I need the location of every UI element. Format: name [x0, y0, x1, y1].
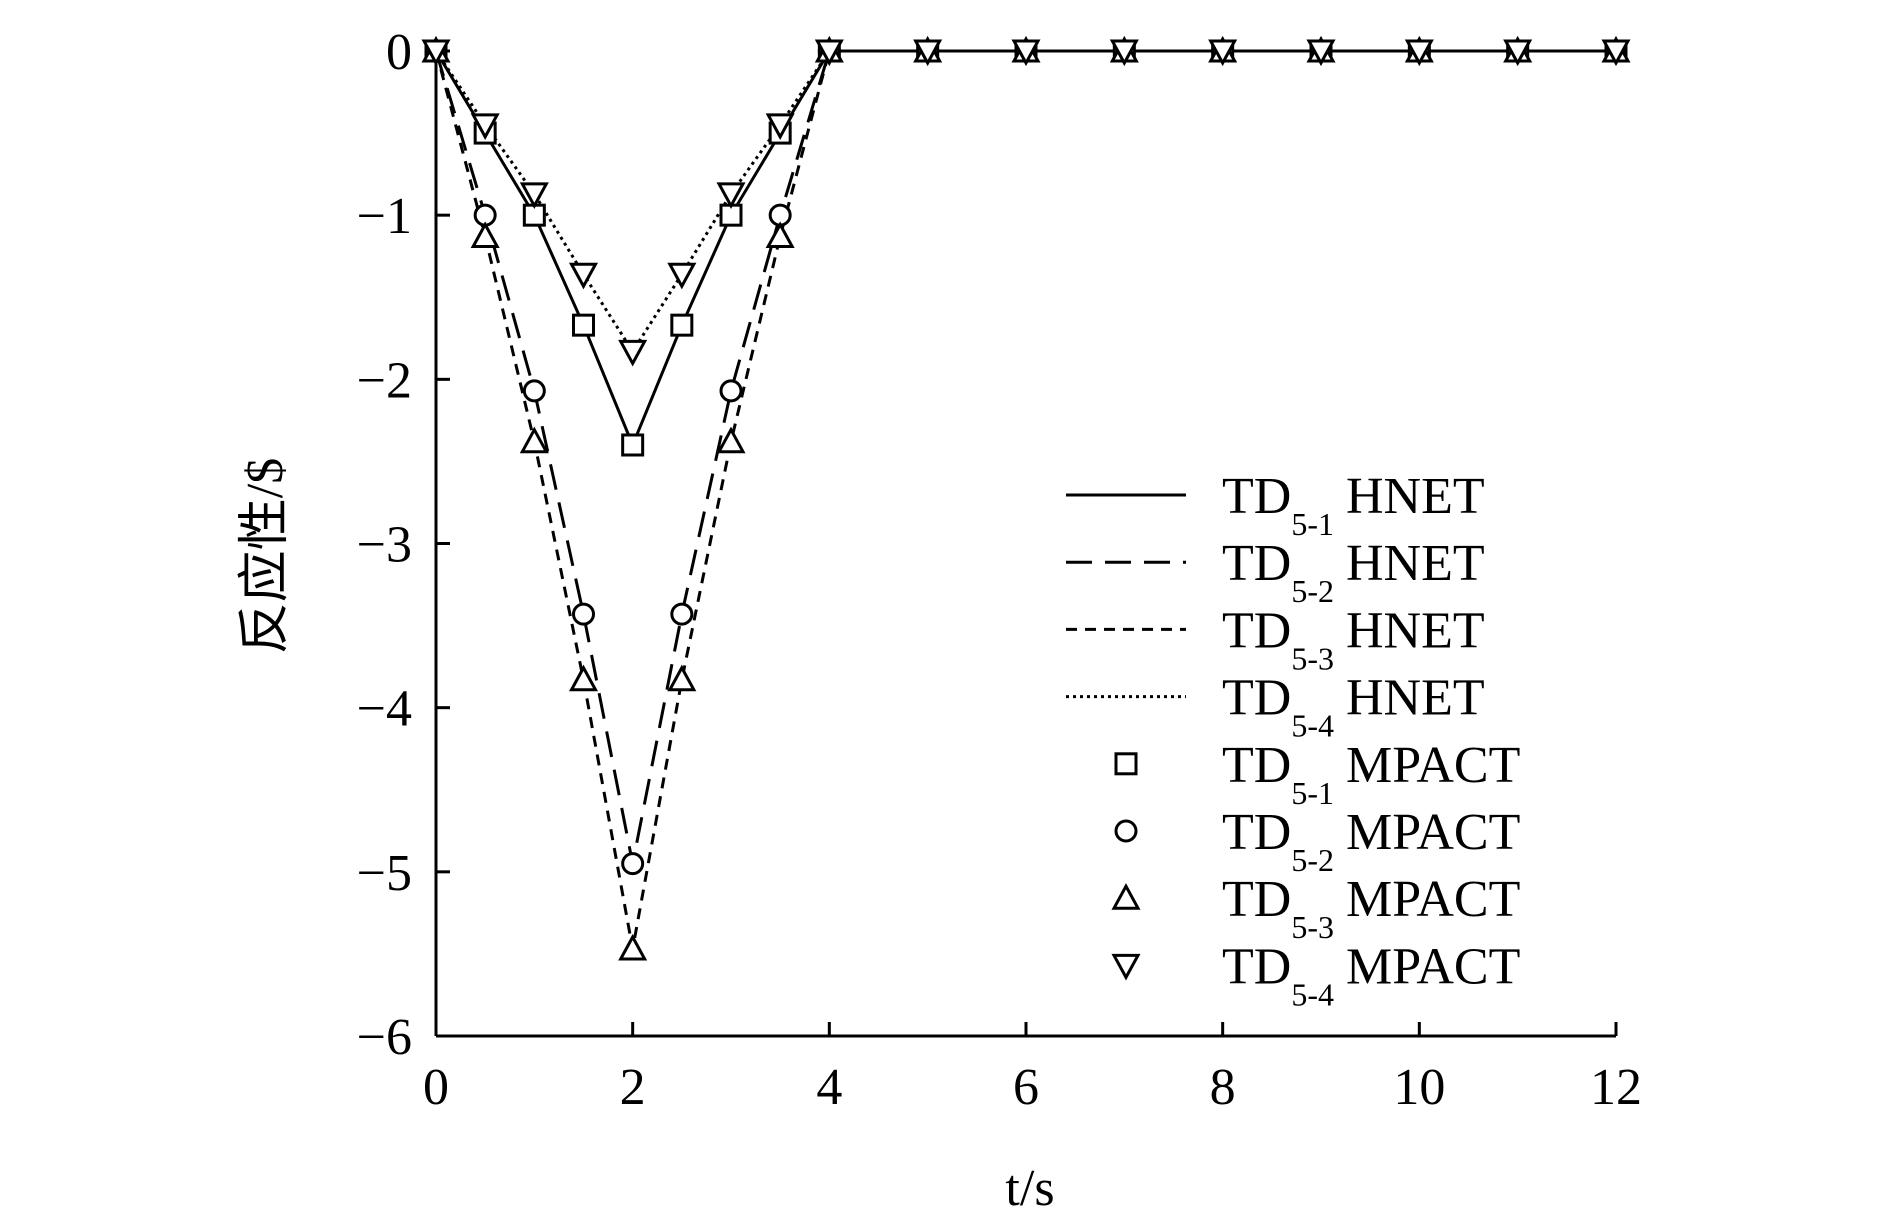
data-point — [572, 313, 595, 337]
data-point — [572, 602, 595, 626]
data-point — [568, 664, 599, 692]
legend-subscript: 5-1 — [1291, 506, 1334, 542]
legend-marker — [1111, 883, 1141, 910]
data-point — [621, 852, 645, 876]
data-point — [716, 426, 746, 454]
legend-label: TD5-1 MPACT — [1222, 737, 1520, 811]
data-point — [913, 39, 943, 67]
data-line — [434, 49, 1616, 950]
y-tick-label: −6 — [357, 1009, 412, 1066]
data-point — [1503, 39, 1533, 67]
x-tick-label: 4 — [816, 1059, 842, 1116]
y-axis-label: 反应性/$ — [237, 458, 294, 654]
data-point — [1306, 39, 1336, 67]
legend-text: TD — [1222, 468, 1291, 525]
legend-text: HNET — [1346, 468, 1485, 525]
data-line — [434, 49, 1616, 355]
data-point — [667, 664, 697, 692]
legend-label: TD5-3 HNET — [1222, 602, 1485, 676]
data-point — [470, 221, 500, 249]
legend-subscript: 5-4 — [1291, 708, 1334, 744]
data-point — [1601, 39, 1631, 67]
legend-text: TD — [1222, 938, 1291, 995]
legend-marker — [1111, 953, 1141, 981]
legend-text: HNET — [1346, 535, 1485, 592]
legend-subscript: 5-1 — [1291, 775, 1334, 811]
data-point — [522, 379, 546, 403]
legend-text: TD — [1222, 804, 1291, 861]
x-tick-label: 8 — [1210, 1059, 1236, 1116]
data-point — [667, 262, 697, 290]
legend-subscript: 5-2 — [1291, 573, 1334, 609]
x-tick-label: 2 — [620, 1059, 646, 1116]
data-point — [618, 339, 648, 367]
legend-text: HNET — [1346, 670, 1485, 727]
x-tick-label: 10 — [1393, 1059, 1445, 1116]
data-point — [1404, 39, 1434, 67]
legend-marker — [1114, 752, 1138, 776]
legend-text: TD — [1222, 535, 1291, 592]
legend-label: TD5-4 MPACT — [1222, 938, 1520, 1012]
legend-marker — [1114, 819, 1138, 843]
data-point — [814, 39, 844, 67]
legend-text: MPACT — [1346, 871, 1520, 928]
legend-label: TD5-1 HNET — [1222, 468, 1485, 542]
legend-text: MPACT — [1346, 804, 1520, 861]
legend-label: TD5-2 MPACT — [1222, 804, 1520, 878]
data-point — [519, 182, 549, 209]
legend-label: TD5-3 MPACT — [1222, 871, 1520, 945]
data-point — [618, 933, 648, 961]
legend-label: TD5-2 HNET — [1222, 535, 1485, 609]
x-tick-label: 12 — [1590, 1059, 1642, 1116]
data-point — [470, 113, 500, 141]
data-line — [434, 49, 1616, 449]
x-tick-label: 6 — [1013, 1059, 1039, 1116]
y-tick-label: −3 — [357, 517, 412, 574]
data-point — [670, 313, 694, 337]
y-tick-label: 0 — [386, 24, 412, 81]
data-point — [421, 39, 451, 67]
legend-subscript: 5-2 — [1291, 842, 1334, 878]
x-tick-label: 0 — [423, 1059, 449, 1116]
legend-text: TD — [1222, 737, 1291, 794]
legend-text: TD — [1222, 670, 1291, 727]
legend-subscript: 5-3 — [1291, 909, 1334, 945]
data-point — [719, 379, 743, 403]
legend-text: TD — [1222, 871, 1291, 928]
legend-subscript: 5-3 — [1291, 640, 1334, 676]
legend-label: TD5-4 HNET — [1222, 670, 1485, 744]
legend-text: HNET — [1346, 602, 1485, 659]
y-tick-label: −5 — [357, 845, 412, 902]
y-tick-label: −2 — [357, 352, 412, 409]
data-point — [765, 221, 795, 249]
x-axis-label: t/s — [1005, 1160, 1054, 1217]
data-point — [1109, 39, 1139, 67]
data-point — [519, 426, 549, 454]
data-point — [670, 602, 694, 626]
legend-text: TD — [1222, 602, 1291, 659]
data-point — [1011, 39, 1041, 67]
legend-subscript: 5-4 — [1291, 976, 1334, 1012]
data-point — [1208, 39, 1238, 67]
data-point — [765, 113, 795, 141]
y-tick-label: −1 — [357, 188, 412, 245]
y-tick-label: −4 — [357, 681, 412, 738]
legend-text: MPACT — [1346, 737, 1520, 794]
legend-text: MPACT — [1346, 938, 1520, 995]
data-point — [621, 433, 645, 457]
data-point — [568, 262, 599, 290]
data-point — [716, 182, 746, 209]
